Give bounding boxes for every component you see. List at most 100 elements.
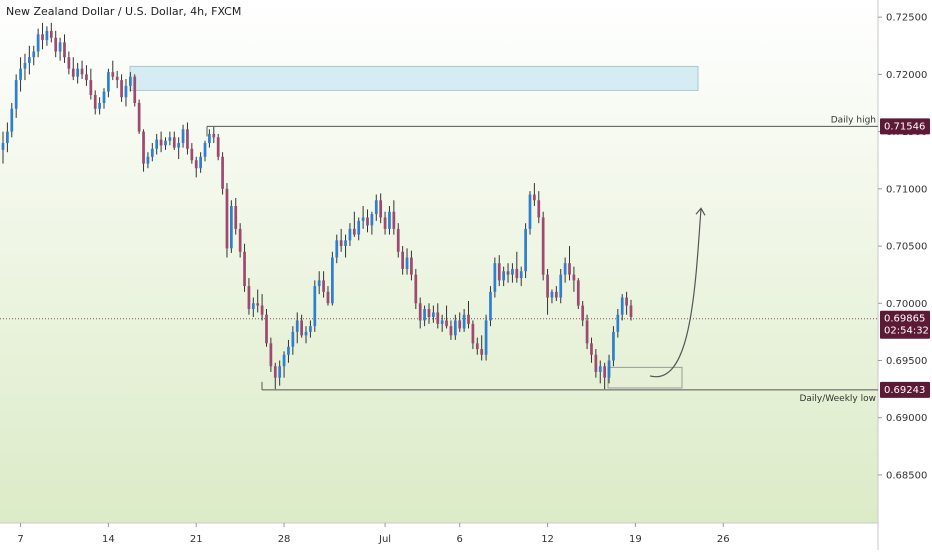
candle-body xyxy=(335,240,339,258)
candle-body xyxy=(251,303,255,309)
candle xyxy=(27,45,31,75)
candle xyxy=(432,305,435,323)
candle xyxy=(14,74,18,118)
candle-body xyxy=(598,366,602,372)
candle xyxy=(440,314,444,332)
time-axis-label: 21 xyxy=(190,534,203,545)
daily-weekly-low-badge-bg xyxy=(880,381,930,398)
candle xyxy=(300,314,303,338)
time-axis-label: 6 xyxy=(457,534,463,545)
candle-body xyxy=(212,133,216,138)
candle-body xyxy=(10,108,14,132)
candle xyxy=(541,211,545,281)
candle xyxy=(370,211,374,235)
candle xyxy=(620,294,624,321)
candle-body xyxy=(278,366,282,378)
candle xyxy=(54,30,58,58)
last-price-badge-text: 0.69865 xyxy=(884,314,925,325)
candle xyxy=(32,45,36,66)
candle xyxy=(366,209,369,233)
candle xyxy=(212,127,216,144)
candle xyxy=(410,250,413,281)
candle-body xyxy=(524,228,527,272)
candle-body xyxy=(265,314,268,344)
candle-body xyxy=(282,354,286,367)
price-axis-label: 0.72500 xyxy=(886,13,927,24)
candle-body xyxy=(115,76,119,81)
candle-body xyxy=(89,80,93,95)
candle xyxy=(388,205,391,235)
candle-body xyxy=(497,263,501,281)
candle-body xyxy=(392,211,396,229)
candle-body xyxy=(348,228,352,241)
candle-body xyxy=(304,331,308,336)
candle-body xyxy=(585,320,589,344)
candle-body xyxy=(410,257,413,275)
candle-body xyxy=(471,323,475,344)
candle-body xyxy=(383,217,387,229)
candle-body xyxy=(133,76,137,103)
candle xyxy=(80,60,84,79)
candle-body xyxy=(287,346,290,355)
candle xyxy=(124,78,128,107)
candle-body xyxy=(58,42,62,52)
time-axis-label: Jul xyxy=(378,534,391,545)
candle xyxy=(1,131,5,164)
candle-body xyxy=(243,251,246,287)
candle-body xyxy=(594,354,598,372)
candle-body xyxy=(317,280,321,287)
candle-body xyxy=(379,200,383,218)
candle xyxy=(168,131,172,146)
candle-body xyxy=(107,72,110,92)
candle xyxy=(449,320,453,340)
daily-high-label: Daily high xyxy=(831,115,876,125)
candle-body xyxy=(164,140,167,146)
candle xyxy=(85,65,88,86)
candle xyxy=(475,337,479,355)
candle xyxy=(102,88,106,109)
candle-body xyxy=(168,137,172,141)
candle xyxy=(480,335,484,361)
candle-body xyxy=(616,314,620,332)
candle xyxy=(221,152,224,195)
candle xyxy=(374,194,378,221)
candle-body xyxy=(629,305,633,318)
time-axis-label: 12 xyxy=(541,534,554,545)
candle xyxy=(128,72,132,92)
candle-body xyxy=(300,320,303,336)
candle-body xyxy=(484,320,488,355)
candle xyxy=(331,251,334,306)
candle xyxy=(208,129,211,148)
candle xyxy=(594,349,598,378)
candle xyxy=(265,308,268,347)
candle-body xyxy=(374,200,378,215)
candle xyxy=(607,354,611,384)
candle-body xyxy=(432,312,435,318)
candle-body xyxy=(344,240,347,247)
candle-body xyxy=(45,30,49,41)
candle xyxy=(339,228,343,252)
candle xyxy=(256,289,260,313)
candle xyxy=(98,97,101,115)
candle-body xyxy=(203,143,207,157)
candle-body xyxy=(309,326,312,332)
candle xyxy=(590,337,593,363)
candle xyxy=(63,34,66,63)
candle xyxy=(111,60,115,81)
candle xyxy=(107,68,110,98)
candle-body xyxy=(190,148,194,161)
candle xyxy=(194,156,198,178)
candle-body xyxy=(418,303,422,321)
candle-body xyxy=(370,214,374,226)
candle-body xyxy=(502,271,506,281)
candle xyxy=(41,22,44,50)
candle-body xyxy=(467,314,470,324)
candle-body xyxy=(576,280,580,306)
candle-body xyxy=(80,68,84,75)
candle xyxy=(563,257,567,283)
candle-body xyxy=(49,30,53,38)
candle-body xyxy=(6,131,9,144)
candle xyxy=(49,22,53,43)
candle-body xyxy=(427,308,431,318)
